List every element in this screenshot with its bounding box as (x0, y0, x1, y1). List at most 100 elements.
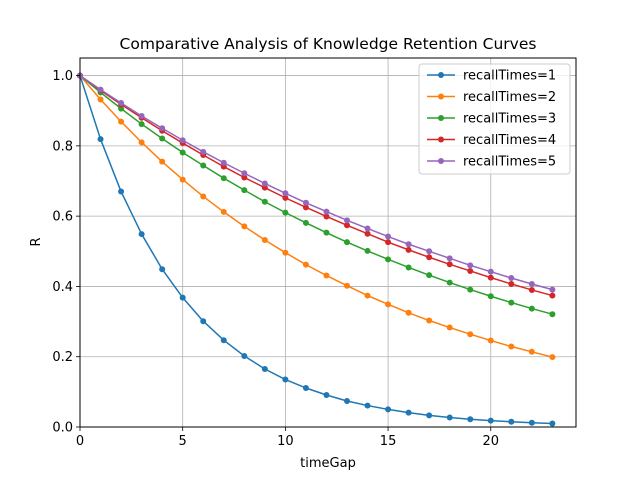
data-point (385, 233, 392, 240)
legend-swatch-marker (438, 72, 444, 78)
legend-item: recallTimes=1 (427, 69, 556, 84)
data-point (343, 282, 350, 289)
data-point (118, 188, 125, 195)
data-point (549, 311, 556, 318)
data-point (282, 249, 289, 256)
y-tick-label: 0.6 (52, 210, 73, 225)
data-point (364, 230, 371, 237)
data-point (97, 86, 104, 93)
data-point (323, 208, 330, 215)
data-point (385, 301, 392, 308)
data-point (467, 331, 474, 338)
data-point (528, 348, 535, 355)
data-point (323, 229, 330, 236)
data-point (159, 135, 166, 142)
data-point (220, 208, 227, 215)
legend-label: recallTimes=1 (463, 69, 556, 84)
data-point (405, 409, 412, 416)
data-point (508, 274, 515, 281)
data-point (118, 105, 125, 112)
data-point (467, 286, 474, 293)
data-point (261, 184, 268, 191)
data-point (549, 292, 556, 299)
data-point (467, 267, 474, 274)
data-point (508, 343, 515, 350)
y-tick-label: 0.8 (52, 139, 73, 154)
data-point (364, 292, 371, 299)
data-point (220, 159, 227, 166)
data-point (467, 416, 474, 423)
data-point (241, 187, 248, 194)
data-point (487, 293, 494, 300)
data-point (97, 136, 104, 143)
data-point (179, 137, 186, 144)
data-point (549, 354, 556, 361)
legend-item: recallTimes=2 (427, 90, 556, 105)
y-axis-ticks: 0.0 0.2 0.4 0.6 0.8 1.0 (52, 69, 80, 436)
series-line (79, 74, 553, 297)
data-point (241, 170, 248, 177)
data-point (159, 158, 166, 165)
data-point (426, 248, 433, 255)
data-point (528, 305, 535, 312)
data-point (241, 353, 248, 360)
data-point (426, 412, 433, 419)
data-point (446, 414, 453, 421)
data-point (179, 176, 186, 183)
y-tick-label: 0.4 (52, 280, 73, 295)
data-point (200, 148, 207, 155)
data-point (405, 246, 412, 253)
data-point (323, 213, 330, 220)
data-point (159, 266, 166, 273)
data-point (528, 280, 535, 287)
plot-frame (79, 57, 577, 428)
data-point (282, 209, 289, 216)
data-point (261, 198, 268, 205)
data-point (220, 337, 227, 344)
data-point (241, 223, 248, 230)
x-tick-label: 15 (380, 434, 397, 449)
legend-box (418, 63, 571, 175)
data-point (261, 237, 268, 244)
data-point (138, 231, 145, 238)
data-point (508, 299, 515, 306)
y-tick-label: 0.0 (52, 421, 73, 436)
data-point (426, 254, 433, 261)
data-point (159, 125, 166, 132)
legend-swatch-marker (438, 136, 444, 143)
x-tick-label: 10 (277, 434, 294, 449)
data-point (200, 162, 207, 169)
data-point (487, 337, 494, 344)
legend-label: recallTimes=4 (463, 133, 556, 148)
legend-label: recallTimes=5 (463, 155, 556, 170)
data-point (446, 324, 453, 331)
data-point (549, 420, 556, 427)
data-point (405, 264, 412, 271)
data-point (426, 317, 433, 324)
data-point (323, 272, 330, 279)
data-point (385, 239, 392, 246)
data-point (508, 280, 515, 287)
data-point (118, 118, 125, 125)
y-tick-label: 1.0 (52, 69, 73, 84)
data-point (446, 255, 453, 262)
data-point (343, 222, 350, 229)
series-line (79, 74, 553, 315)
y-tick-label: 0.2 (52, 350, 73, 365)
data-point (323, 392, 330, 399)
data-point (220, 175, 227, 182)
data-point (241, 174, 248, 181)
data-point (487, 417, 494, 424)
data-point (138, 121, 145, 128)
data-point (487, 274, 494, 281)
data-point (405, 241, 412, 248)
series-2 (77, 72, 556, 361)
legend-item: recallTimes=5 (427, 155, 556, 170)
data-point (118, 99, 125, 106)
data-point (528, 419, 535, 426)
legend: recallTimes=1 recallTimes=2 recallTimes=3 r… (418, 63, 571, 175)
legend-swatch-marker (438, 93, 444, 100)
data-point (487, 268, 494, 275)
y-axis-title: R (29, 237, 44, 246)
legend-label: recallTimes=3 (463, 112, 556, 127)
